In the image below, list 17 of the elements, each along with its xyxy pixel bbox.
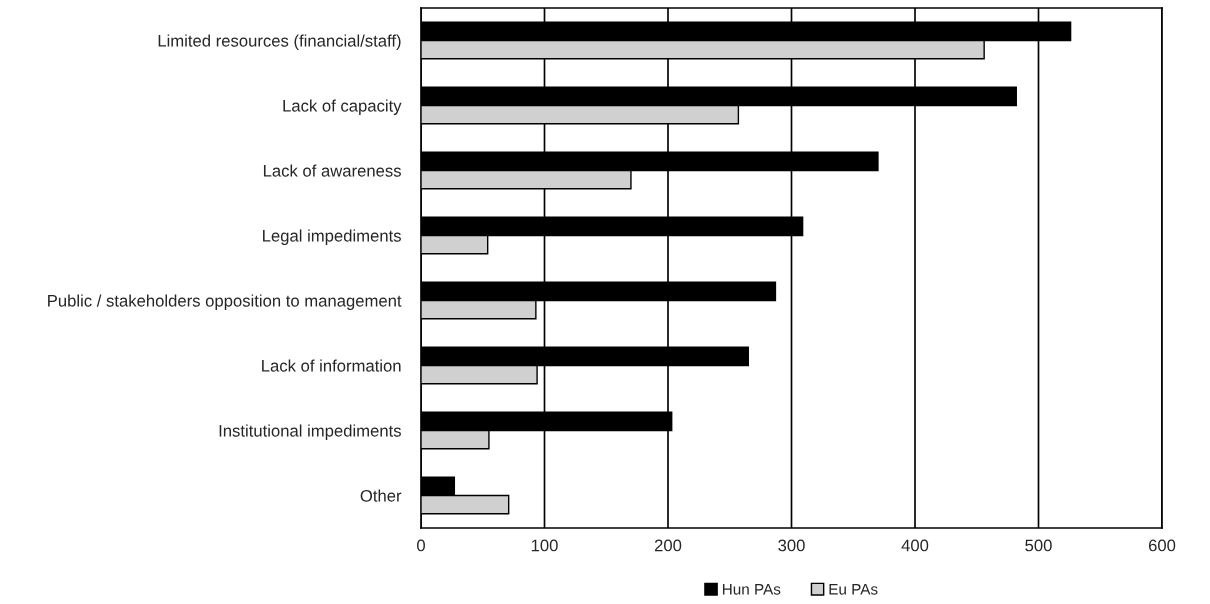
x-tick-label: 500 xyxy=(1025,539,1052,552)
legend-label: Eu PAs xyxy=(829,583,878,595)
y-tick-label: Legal impediments xyxy=(263,229,401,245)
x-tick-label: 100 xyxy=(531,539,558,552)
x-tick-label: 300 xyxy=(778,539,805,552)
y-tick-label: Public / stakeholders opposition to management xyxy=(48,294,402,310)
y-tick-label: Other xyxy=(360,489,402,502)
y-tick-label: Lack of information xyxy=(262,359,401,372)
x-tick-label: 400 xyxy=(901,539,929,552)
x-tick-label: 0 xyxy=(417,539,425,552)
legend-label: Hun PAs xyxy=(722,583,781,595)
x-tick-label: 600 xyxy=(1148,539,1176,552)
y-tick-label: Lack of capacity xyxy=(283,99,402,115)
x-tick-label: 200 xyxy=(654,539,682,552)
y-tick-label: Institutional impediments xyxy=(219,424,401,440)
y-tick-label: Limited resources (financial/staff) xyxy=(158,34,401,50)
y-tick-label: Lack of awareness xyxy=(263,164,401,177)
